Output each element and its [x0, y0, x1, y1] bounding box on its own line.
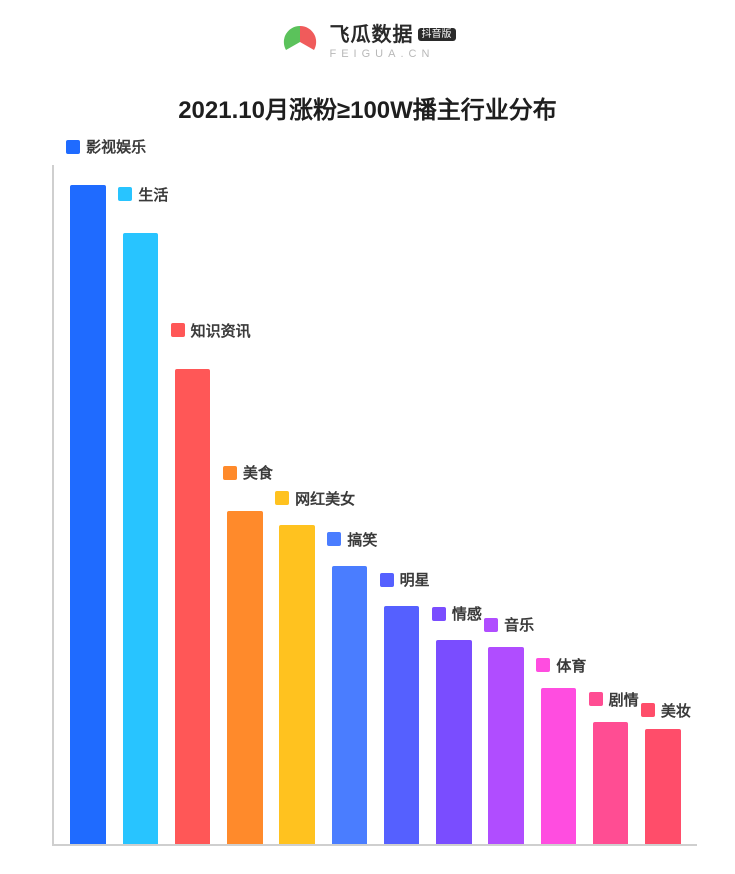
- bar-label-swatch: [536, 658, 550, 672]
- bar-column: 网红美女: [271, 165, 323, 844]
- bar-label-text: 美妆: [661, 700, 691, 721]
- bar: [593, 722, 629, 844]
- bar-label-text: 影视娱乐: [86, 136, 146, 157]
- bar-label-text: 体育: [556, 655, 586, 676]
- bar: [70, 185, 106, 844]
- bar-label-swatch: [641, 703, 655, 717]
- bar: [279, 525, 315, 844]
- bar: [175, 369, 211, 844]
- bar-label: 情感: [432, 603, 482, 624]
- bar: [227, 511, 263, 844]
- bar-label-swatch: [171, 323, 185, 337]
- bar-label-text: 情感: [452, 603, 482, 624]
- bar-column: 情感: [428, 165, 480, 844]
- bar-label: 生活: [118, 184, 168, 205]
- brand-name-en: FEIGUA.CN: [330, 48, 456, 60]
- bar-column: 美食: [219, 165, 271, 844]
- bar-label: 搞笑: [327, 529, 377, 550]
- bar-label-swatch: [589, 692, 603, 706]
- bar-column: 音乐: [480, 165, 532, 844]
- bar-label-swatch: [118, 187, 132, 201]
- brand-text: 飞瓜数据 抖音版 FEIGUA.CN: [330, 24, 456, 60]
- bar-label-swatch: [275, 491, 289, 505]
- bar-label-swatch: [484, 618, 498, 632]
- bar-column: 剧情: [585, 165, 637, 844]
- bar-label: 美食: [223, 462, 273, 483]
- bar-label: 剧情: [589, 689, 639, 710]
- bar: [332, 566, 368, 844]
- chart-plot-area: 影视娱乐 生活知识资讯 美食网红美女搞笑明星情感音乐体育剧情美妆: [52, 165, 697, 846]
- logo-slice-green: [283, 26, 299, 50]
- chart-bars: 影视娱乐 生活知识资讯 美食网红美女搞笑明星情感音乐体育剧情美妆: [54, 165, 697, 844]
- bar-label: 影视娱乐: [66, 136, 146, 157]
- bar-label-swatch: [327, 532, 341, 546]
- bar-label-text: 剧情: [609, 689, 639, 710]
- brand-header: 飞瓜数据 抖音版 FEIGUA.CN: [28, 22, 707, 62]
- logo-slice-red: [300, 26, 316, 50]
- bar-column: 体育: [532, 165, 584, 844]
- bar-label-swatch: [432, 607, 446, 621]
- bar-column: 知识资讯: [167, 165, 219, 844]
- bar-column: 美妆: [637, 165, 689, 844]
- chart: 影视娱乐 生活知识资讯 美食网红美女搞笑明星情感音乐体育剧情美妆: [28, 165, 707, 846]
- bar-label: 美妆: [641, 700, 691, 721]
- bar-column: 生活: [114, 165, 166, 844]
- brand-logo: [280, 22, 320, 62]
- bar-label: 体育: [536, 655, 586, 676]
- bar-label-text: 美食: [243, 462, 273, 483]
- bar-label-swatch: [66, 140, 80, 154]
- bar-label-swatch: [223, 466, 237, 480]
- bar-label: 明星: [380, 569, 430, 590]
- brand-name-cn: 飞瓜数据: [330, 24, 414, 46]
- bar-label-text: 音乐: [504, 614, 534, 635]
- page: 飞瓜数据 抖音版 FEIGUA.CN 2021.10月涨粉≥100W播主行业分布…: [0, 0, 735, 874]
- chart-title: 2021.10月涨粉≥100W播主行业分布: [28, 90, 707, 125]
- bar-label-text: 搞笑: [347, 529, 377, 550]
- bar: [488, 647, 524, 844]
- bar-label-swatch: [380, 573, 394, 587]
- bar-column: 搞笑: [323, 165, 375, 844]
- bar: [436, 640, 472, 844]
- bar-label-text: 生活: [138, 184, 168, 205]
- bar-label-text: 明星: [400, 569, 430, 590]
- bar-column: 明星: [376, 165, 428, 844]
- bar-column: 影视娱乐: [62, 165, 114, 844]
- bar: [645, 729, 681, 844]
- bar-label: 音乐: [484, 614, 534, 635]
- brand-badge: 抖音版: [418, 28, 456, 41]
- bar: [123, 233, 159, 844]
- bar: [541, 688, 577, 844]
- bar: [384, 606, 420, 844]
